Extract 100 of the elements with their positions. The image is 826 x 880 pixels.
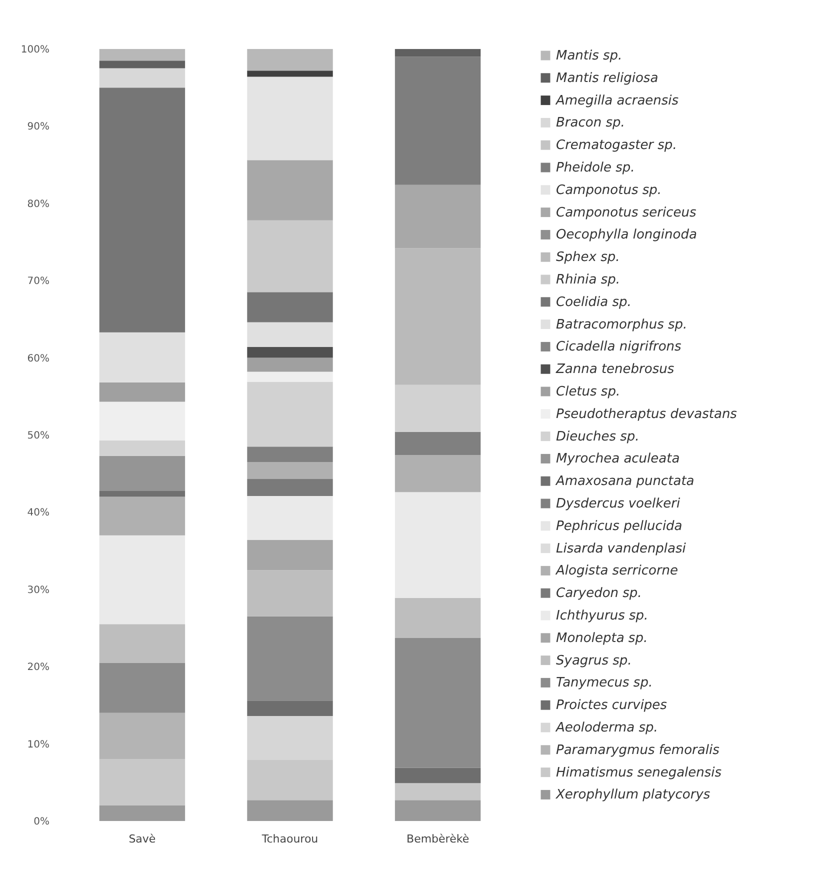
bar xyxy=(247,292,333,322)
legend-label: Camponotus sp. xyxy=(556,182,662,198)
bar xyxy=(99,490,186,497)
y-tick-label: 80% xyxy=(27,198,50,210)
bar xyxy=(394,800,481,821)
y-tick-label: 50% xyxy=(27,430,50,442)
x-tick-label: Tchaourou xyxy=(260,832,318,846)
legend-label: Mantis religiosa xyxy=(556,70,658,86)
bar xyxy=(394,56,481,185)
bar xyxy=(394,492,481,598)
bar xyxy=(99,382,186,402)
bar xyxy=(99,60,186,68)
legend-label: Cicadella nigrifrons xyxy=(556,340,682,355)
legend-label: Batracomorphus sp. xyxy=(556,317,688,332)
bar xyxy=(247,76,333,160)
bar xyxy=(247,220,333,292)
legend-label: Camponotus sericeus xyxy=(556,205,696,220)
bar xyxy=(247,540,333,570)
legend-label: Sphex sp. xyxy=(556,250,620,266)
bar xyxy=(99,456,186,491)
legend-label: Aeoloderma sp. xyxy=(555,720,658,736)
legend-label: Coelidia sp. xyxy=(556,294,632,310)
bar xyxy=(99,49,186,61)
legend-label: Alogista serricorne xyxy=(555,564,678,579)
legend-label: Mantis sp. xyxy=(556,48,622,64)
bar xyxy=(394,768,481,784)
legend-label: Xerophyllum platycorys xyxy=(555,788,710,803)
legend-label: Myrochea aculeata xyxy=(556,452,680,467)
legend-label: Dieuches sp. xyxy=(556,429,640,444)
legend-label: Himatismus senegalensis xyxy=(556,765,722,780)
bar xyxy=(394,638,481,768)
bar xyxy=(394,432,481,456)
bar xyxy=(247,160,333,220)
legend-label: Tanymecus sp. xyxy=(556,676,653,691)
legend-label: Lisarda vandenplasi xyxy=(556,541,686,556)
legend-label: Pseudotheraptus devastans xyxy=(556,406,738,422)
bar xyxy=(247,616,333,701)
legend-label: Amaxosana punctata xyxy=(555,474,694,490)
bar xyxy=(247,716,333,760)
bar xyxy=(247,372,333,382)
bar xyxy=(394,384,481,432)
bar xyxy=(394,455,481,492)
legend-label: Zanna tenebrosus xyxy=(555,362,674,378)
legend-label: Bracon sp. xyxy=(556,116,625,131)
legend-label: Cletus sp. xyxy=(556,384,620,400)
bar xyxy=(394,184,481,248)
bar xyxy=(99,535,186,624)
bar xyxy=(394,49,481,57)
x-tick-label: Savè xyxy=(128,832,156,846)
legend-label: Monolepta sp. xyxy=(556,630,648,646)
bar xyxy=(99,662,186,713)
legend-label: Pephricus pellucida xyxy=(556,518,682,534)
bar xyxy=(247,760,333,800)
bar xyxy=(394,248,481,385)
y-tick-label: 10% xyxy=(27,739,50,750)
legend-label: Amegilla acraensis xyxy=(555,93,679,108)
y-tick-label: 60% xyxy=(27,353,50,364)
legend-label: Caryedon sp. xyxy=(556,586,642,602)
bar xyxy=(247,800,333,821)
bar xyxy=(99,496,186,536)
bar xyxy=(99,402,186,440)
y-tick-label: 100% xyxy=(20,44,50,56)
bar xyxy=(247,570,333,616)
legend-label: Oecophylla longinoda xyxy=(556,228,697,243)
legend-label: Crematogaster sp. xyxy=(556,138,677,154)
bar xyxy=(394,598,481,638)
bar xyxy=(247,358,333,372)
legend-label: Dysdercus voelkeri xyxy=(556,496,680,512)
y-tick-label: 30% xyxy=(27,584,50,596)
bar xyxy=(99,712,186,760)
y-tick-label: 90% xyxy=(27,122,50,133)
bar xyxy=(394,783,481,800)
bar xyxy=(99,624,186,663)
bar xyxy=(247,346,333,358)
legend-label: Syagrus sp. xyxy=(556,653,632,668)
bar xyxy=(99,759,186,806)
bar xyxy=(247,462,333,480)
y-tick-label: 0% xyxy=(34,816,50,828)
bar xyxy=(99,332,186,383)
legend-label: Proictes curvipes xyxy=(556,698,668,714)
legend-label: Paramarygmus femoralis xyxy=(556,742,720,758)
bar xyxy=(247,479,333,496)
bar xyxy=(247,49,333,71)
y-tick-label: 20% xyxy=(27,662,50,674)
bar xyxy=(99,88,186,332)
bar xyxy=(247,382,333,447)
bar xyxy=(247,700,333,716)
legend-label: Rhinia sp. xyxy=(556,272,620,288)
bar xyxy=(247,446,333,462)
bar xyxy=(99,440,186,456)
legend-label: Pheidole sp. xyxy=(556,160,635,176)
y-tick-label: 40% xyxy=(27,508,50,519)
bar xyxy=(247,496,333,540)
bar xyxy=(247,70,333,77)
bar xyxy=(247,322,333,347)
bar xyxy=(99,806,186,821)
bar xyxy=(99,68,186,88)
y-tick-label: 70% xyxy=(27,276,50,288)
legend-label: Ichthyurus sp. xyxy=(556,608,648,624)
x-tick-label: Bembèrèkè xyxy=(406,832,470,846)
